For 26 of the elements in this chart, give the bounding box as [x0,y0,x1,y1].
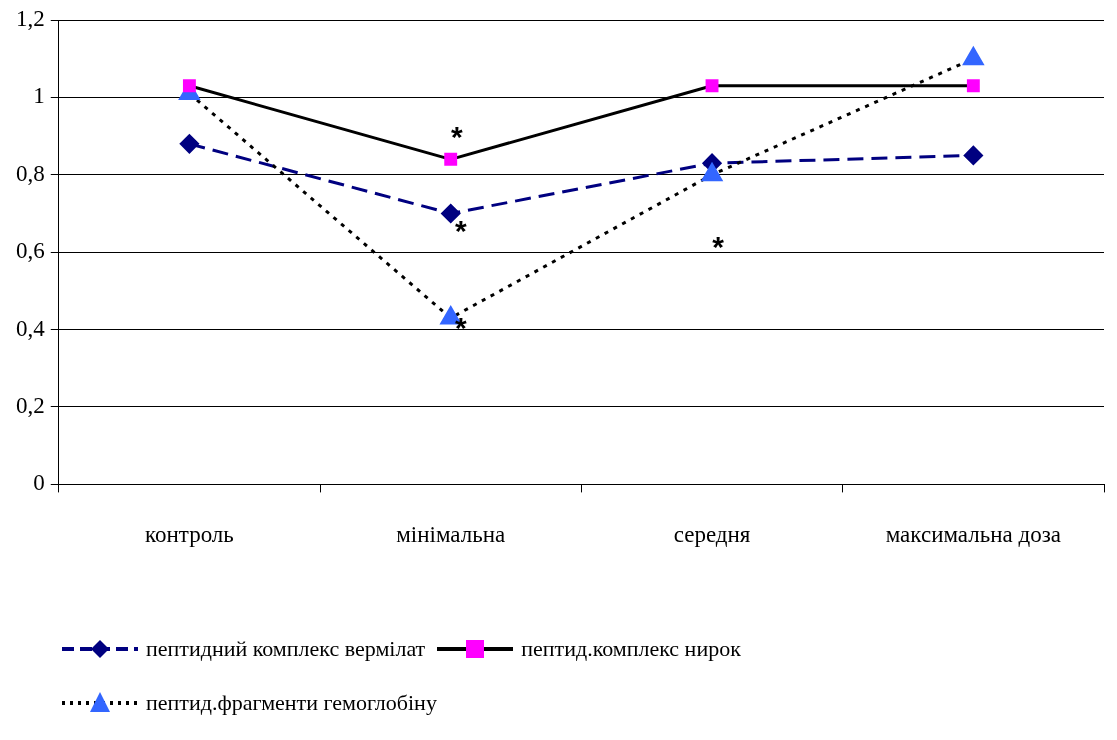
point [966,79,980,93]
x-tick-label: мінімальна [396,522,506,548]
annotation: * [454,214,467,248]
annotation: * [450,119,463,153]
point [182,79,196,93]
point [705,79,719,93]
y-tick-label: 1,2 [16,6,45,32]
y-tick-label: 0,6 [16,238,45,264]
point [179,134,199,154]
legend-label: пептидний комплекс вермілат [146,636,426,662]
y-tick-label: 0,4 [16,315,46,341]
legend-label: пептид.фрагменти гемоглобіну [146,690,437,716]
y-tick-label: 0 [33,470,45,496]
y-tick-label: 0,2 [16,393,45,419]
y-tick-label: 0,8 [16,160,45,186]
annotation: * [712,229,725,263]
x-tick-label: контроль [145,522,234,548]
x-tick-label: максимальна доза [885,522,1061,548]
point [701,163,723,182]
point [441,204,461,223]
y-tick-label: 1 [33,83,45,109]
point [444,152,458,166]
point [963,145,983,165]
legend-label: пептид.комплекс нирок [521,636,741,662]
annotation: * [454,311,467,345]
x-tick-label: середня [673,522,751,548]
